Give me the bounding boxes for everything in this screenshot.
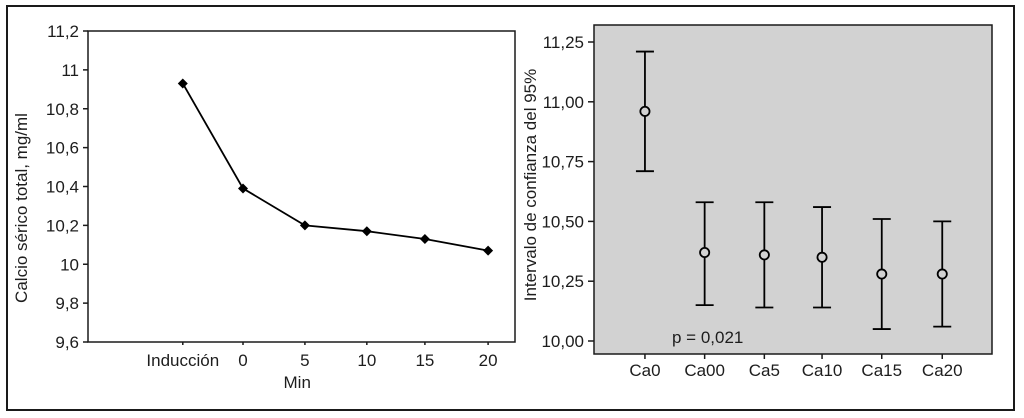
x-tick-label: Ca0 — [629, 361, 660, 380]
x-tick-label: 5 — [300, 351, 309, 370]
y-tick-label: 10,8 — [46, 100, 79, 119]
figure-frame — [6, 5, 1015, 411]
y-tick-label: 9,8 — [55, 294, 79, 313]
x-tick-label: Ca10 — [802, 361, 843, 380]
x-tick-label: Ca00 — [684, 361, 725, 380]
x-tick-label: Inducción — [146, 351, 219, 370]
p-value-annotation: p = 0,021 — [672, 328, 743, 347]
y-tick-label: 9,6 — [55, 333, 79, 352]
y-tick-label: 10,25 — [541, 272, 584, 291]
y-axis-title: Calcio sérico total, mg/ml — [12, 113, 31, 303]
diamond-marker — [177, 78, 188, 89]
mean-circle-marker — [876, 268, 888, 280]
y-tick-label: 10,75 — [541, 153, 584, 172]
x-tick-label: Ca5 — [749, 361, 780, 380]
y-axis-title: Intervalo de confianza del 95% — [521, 69, 540, 302]
diamond-marker — [299, 220, 310, 231]
x-tick-label: Ca15 — [861, 361, 902, 380]
x-tick-label: 15 — [415, 351, 434, 370]
x-tick-label: 10 — [357, 351, 376, 370]
y-tick-label: 10,00 — [541, 332, 584, 351]
y-tick-label: 11 — [61, 61, 79, 80]
mean-circle-marker — [758, 249, 770, 261]
y-tick-label: 11,25 — [543, 33, 584, 52]
data-series-line — [182, 83, 489, 252]
x-tick-label: 0 — [238, 351, 247, 370]
diamond-marker — [361, 226, 372, 237]
y-tick-label: 10,50 — [541, 212, 584, 231]
y-tick-label: 10,2 — [46, 216, 79, 235]
mean-circle-marker — [699, 246, 711, 258]
diamond-marker — [483, 245, 494, 256]
y-tick-label: 10,6 — [46, 139, 79, 158]
y-tick-label: 10,4 — [46, 178, 79, 197]
y-tick-label: 11,00 — [543, 93, 584, 112]
y-tick-label: 10 — [60, 255, 79, 274]
x-axis-title: Min — [284, 373, 311, 392]
line-chart-plot-area — [87, 30, 516, 343]
mean-circle-marker — [936, 268, 948, 280]
diamond-marker — [419, 233, 430, 244]
diamond-marker — [238, 183, 249, 194]
y-tick-label: 11,2 — [47, 22, 79, 41]
errorbar-chart-plot-area — [593, 24, 993, 355]
x-tick-label: 20 — [479, 351, 498, 370]
mean-circle-marker — [639, 105, 651, 117]
mean-circle-marker — [816, 251, 828, 263]
x-tick-label: Ca20 — [922, 361, 963, 380]
